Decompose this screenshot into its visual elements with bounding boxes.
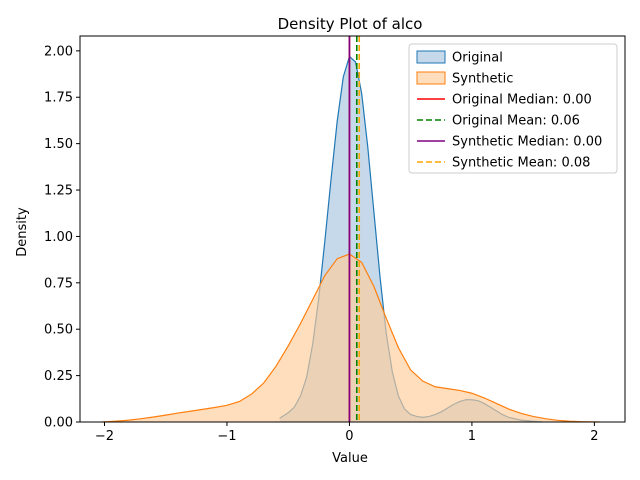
chart-title: Density Plot of alco bbox=[278, 15, 423, 33]
axes-frame bbox=[79, 35, 626, 423]
legend-label: Synthetic bbox=[452, 72, 513, 87]
axes: −2 −1 0 1 2 0.00 0.25 0.50 0.75 1.00 1.25 1.50 1.75 2… bbox=[44, 35, 626, 444]
y-tick-label: 1.25 bbox=[44, 184, 73, 199]
legend-label: Synthetic Median: 0.00 bbox=[452, 135, 602, 150]
y-tick-label: 1.00 bbox=[44, 230, 73, 245]
x-tick-label: 1 bbox=[468, 429, 476, 444]
y-tick-label: 0.75 bbox=[44, 276, 73, 291]
y-tick-label: 0.00 bbox=[44, 416, 73, 431]
y-tick-label: 0.50 bbox=[44, 323, 73, 338]
y-tick-label: 2.00 bbox=[44, 44, 73, 59]
legend: Original Synthetic Original Median: 0.00 Or… bbox=[408, 43, 618, 174]
legend-swatch-original bbox=[416, 50, 446, 64]
x-tick-label: −2 bbox=[95, 429, 114, 444]
y-axis-label: Density bbox=[15, 207, 30, 257]
y-tick-label: 1.75 bbox=[44, 91, 73, 106]
x-tick-label: 2 bbox=[590, 429, 598, 444]
legend-box bbox=[408, 43, 618, 174]
y-tick-label: 1.50 bbox=[44, 137, 73, 152]
legend-label: Original bbox=[452, 51, 503, 66]
x-tick-label: 0 bbox=[345, 429, 353, 444]
legend-label: Original Median: 0.00 bbox=[452, 93, 592, 108]
legend-label: Original Mean: 0.06 bbox=[452, 114, 580, 129]
y-tick-label: 0.25 bbox=[44, 369, 73, 384]
density-fill-synthetic bbox=[102, 254, 600, 422]
legend-swatch-synthetic bbox=[416, 71, 446, 85]
legend-label: Synthetic Mean: 0.08 bbox=[452, 156, 590, 171]
plot-area bbox=[102, 36, 600, 423]
x-axis-label: Value bbox=[332, 451, 368, 466]
x-tick-label: −1 bbox=[217, 429, 236, 444]
